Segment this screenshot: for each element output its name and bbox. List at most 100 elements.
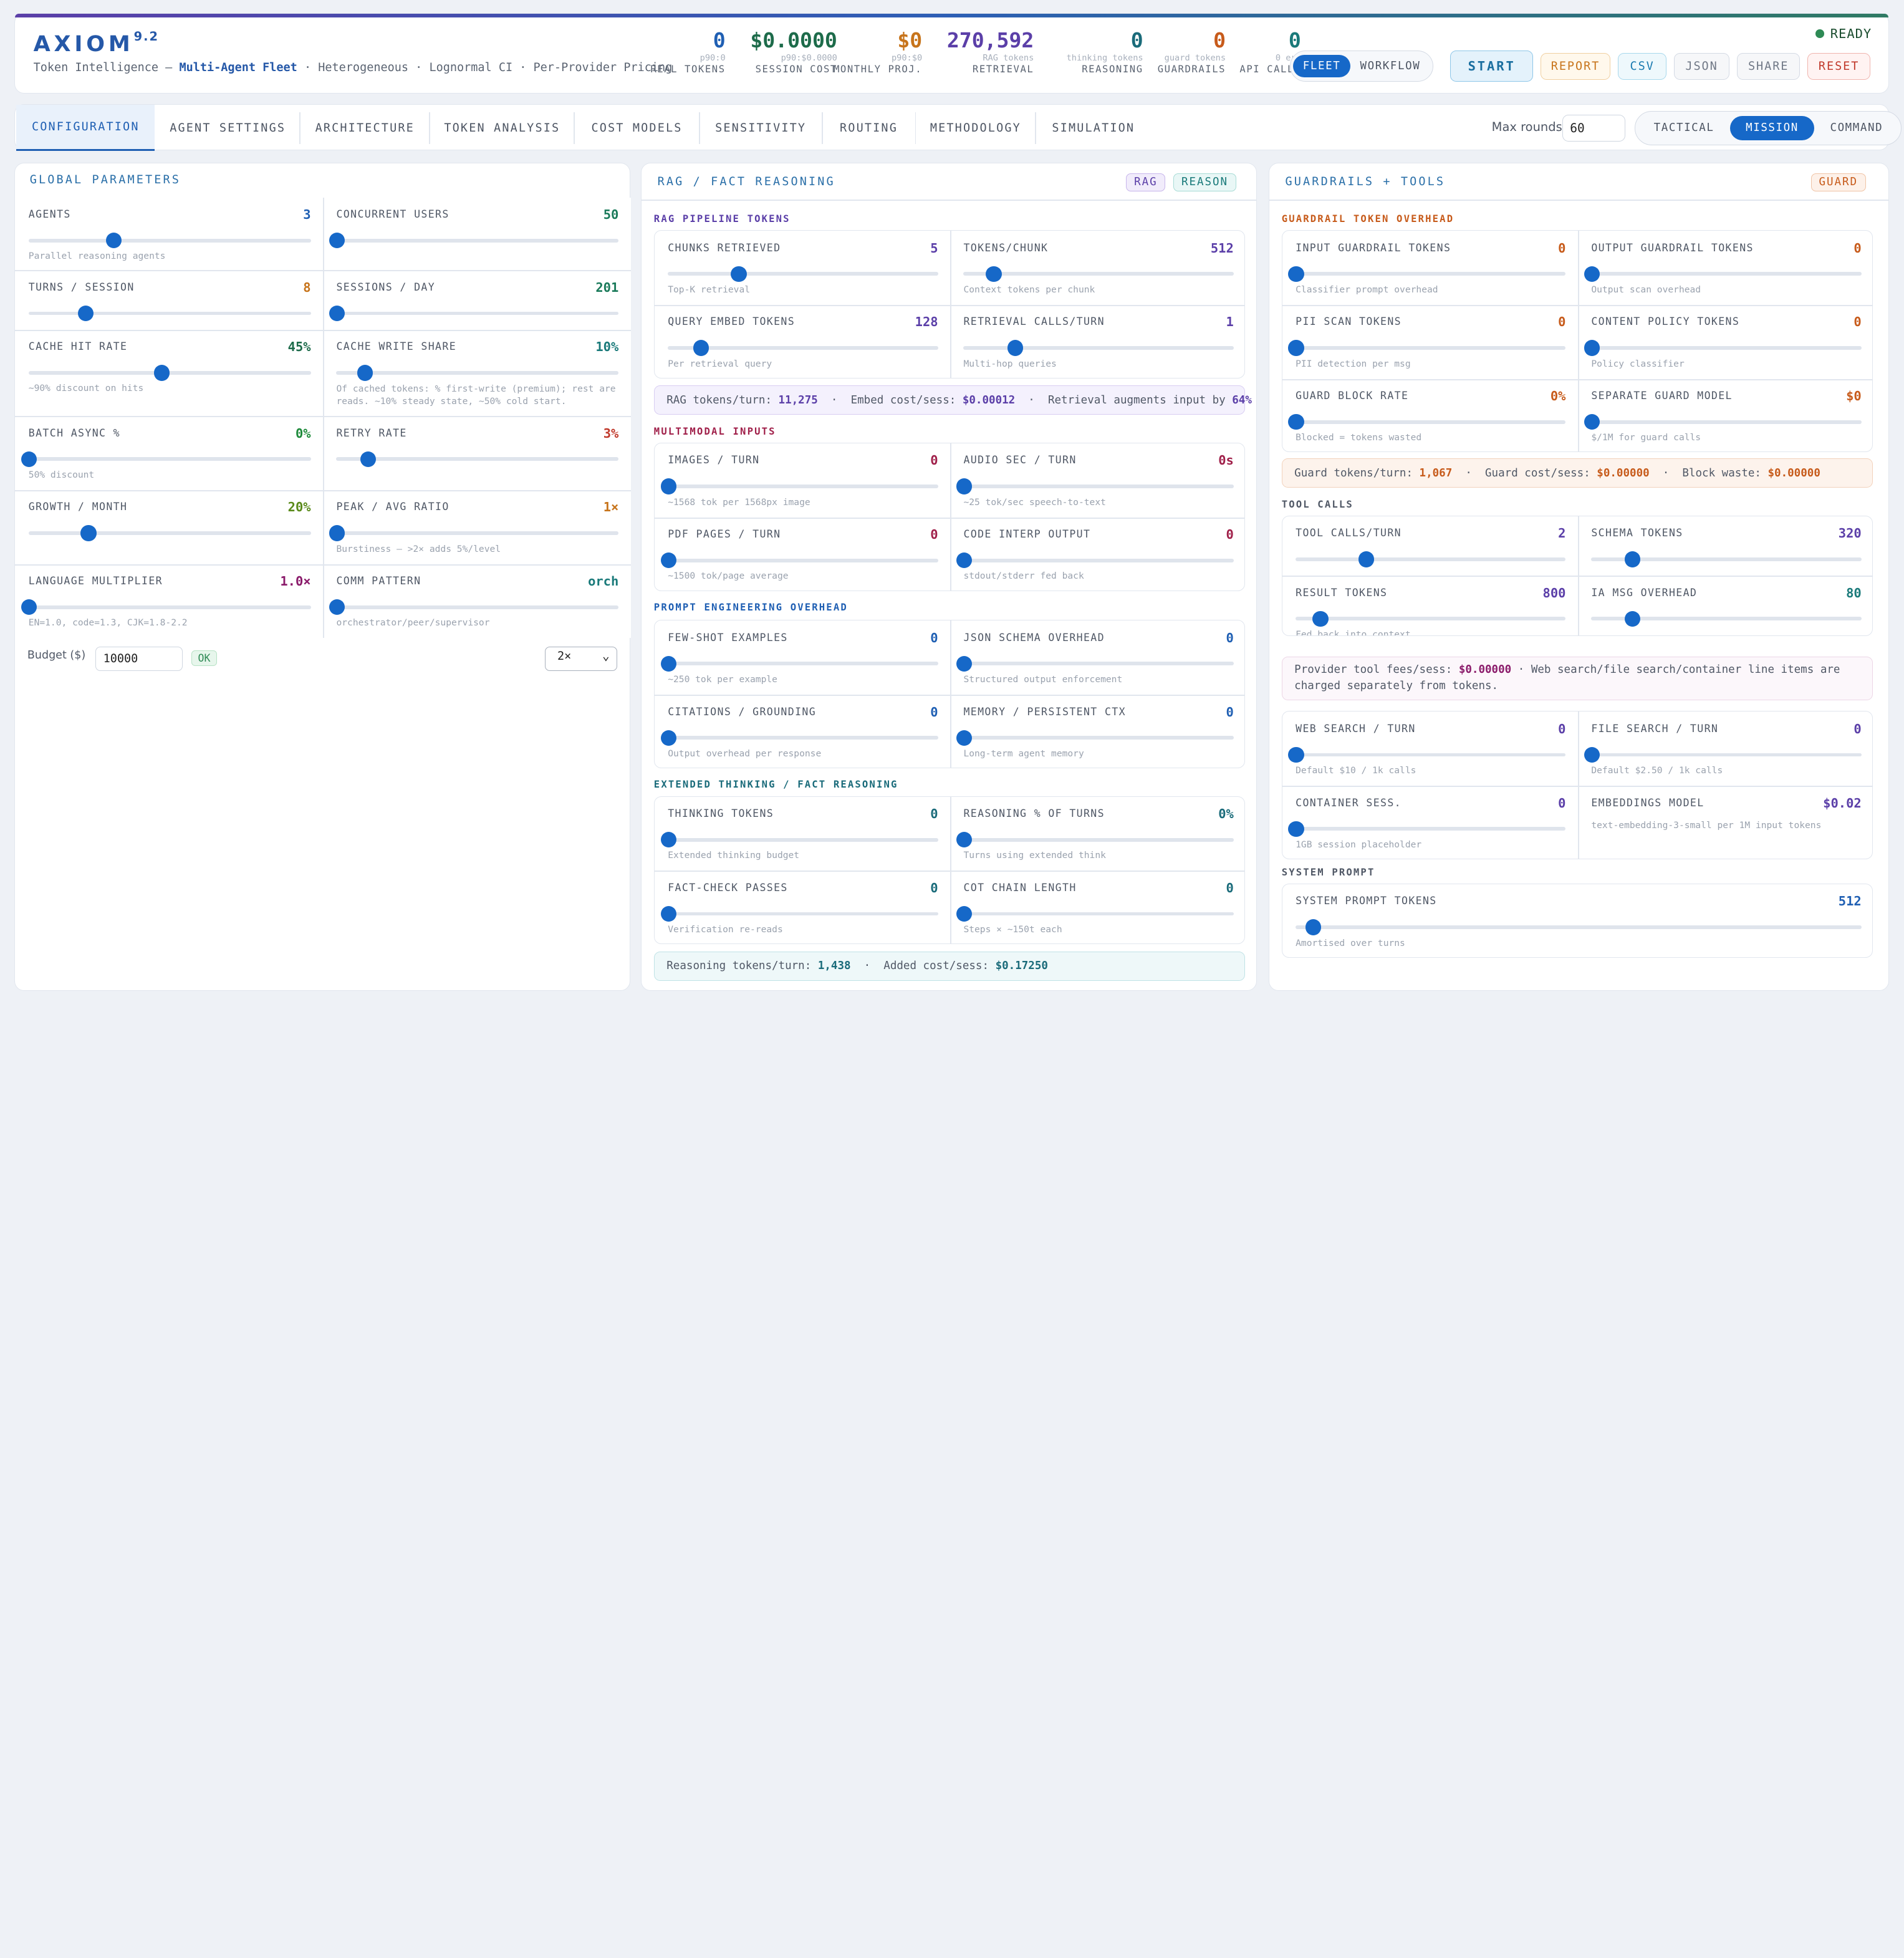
tab-sensitivity[interactable]: SENSITIVITY: [715, 121, 807, 135]
param-slider[interactable]: [963, 340, 1234, 356]
tab-configuration[interactable]: CONFIGURATION: [16, 105, 155, 152]
slider-thumb[interactable]: [1584, 340, 1600, 356]
slider-thumb[interactable]: [1624, 551, 1640, 567]
param-slider[interactable]: [1288, 414, 1566, 430]
slider-thumb[interactable]: [1288, 746, 1304, 763]
param-slider[interactable]: [1584, 266, 1862, 282]
slider-thumb[interactable]: [1584, 746, 1600, 763]
slider-thumb[interactable]: [1305, 919, 1321, 935]
param-slider[interactable]: [660, 552, 938, 569]
slider-thumb[interactable]: [1288, 340, 1304, 356]
slider-thumb[interactable]: [1358, 551, 1375, 567]
slider-thumb[interactable]: [986, 266, 1002, 282]
max-rounds-input[interactable]: [1562, 115, 1625, 142]
slider-thumb[interactable]: [660, 552, 676, 569]
param-slider[interactable]: [956, 552, 1234, 569]
param-slider[interactable]: [956, 655, 1234, 672]
slider-thumb[interactable]: [731, 266, 747, 282]
json-button[interactable]: JSON: [1673, 52, 1730, 80]
param-slider[interactable]: [668, 340, 938, 356]
slider-thumb[interactable]: [956, 730, 973, 746]
slider-thumb[interactable]: [77, 305, 94, 322]
slider-thumb[interactable]: [1007, 340, 1024, 356]
slider-thumb[interactable]: [1288, 414, 1304, 430]
param-slider[interactable]: [660, 905, 938, 922]
param-slider[interactable]: [660, 655, 938, 672]
param-slider[interactable]: [660, 730, 938, 746]
param-slider[interactable]: [1591, 610, 1862, 627]
slider-thumb[interactable]: [329, 599, 345, 615]
slider-thumb[interactable]: [1288, 821, 1304, 837]
param-slider[interactable]: [329, 525, 619, 541]
param-slider[interactable]: [956, 905, 1234, 922]
param-slider[interactable]: [1296, 610, 1566, 627]
mode-mission[interactable]: MISSION: [1729, 115, 1815, 141]
param-slider[interactable]: [660, 832, 938, 848]
param-slider[interactable]: [660, 478, 938, 494]
slider-thumb[interactable]: [357, 365, 373, 381]
slider-thumb[interactable]: [1584, 414, 1600, 430]
slider-thumb[interactable]: [329, 232, 345, 249]
param-slider[interactable]: [28, 525, 311, 541]
param-slider[interactable]: [28, 232, 311, 249]
slider-thumb[interactable]: [956, 478, 973, 494]
param-slider[interactable]: [21, 599, 311, 615]
param-slider[interactable]: [1591, 551, 1862, 567]
param-slider[interactable]: [1288, 746, 1566, 763]
slider-thumb[interactable]: [956, 832, 973, 848]
slider-thumb[interactable]: [80, 525, 97, 541]
param-slider[interactable]: [1584, 340, 1862, 356]
toggle-fleet[interactable]: FLEET: [1293, 55, 1350, 77]
tab-token-analysis[interactable]: TOKEN ANALYSIS: [444, 121, 560, 135]
slider-thumb[interactable]: [660, 905, 676, 922]
slider-thumb[interactable]: [660, 655, 676, 672]
budget-input[interactable]: [95, 647, 183, 672]
slider-thumb[interactable]: [21, 599, 37, 615]
slider-thumb[interactable]: [660, 730, 676, 746]
param-slider[interactable]: [336, 365, 619, 381]
slider-thumb[interactable]: [360, 451, 376, 467]
slider-thumb[interactable]: [1288, 266, 1304, 282]
tab-architecture[interactable]: ARCHITECTURE: [315, 121, 415, 135]
tab-cost-models[interactable]: COST MODELS: [591, 121, 683, 135]
report-button[interactable]: REPORT: [1540, 52, 1611, 80]
tab-simulation[interactable]: SIMULATION: [1052, 121, 1135, 135]
param-slider[interactable]: [336, 451, 619, 467]
reset-button[interactable]: RESET: [1807, 52, 1871, 80]
param-slider[interactable]: [956, 832, 1234, 848]
slider-thumb[interactable]: [693, 340, 709, 356]
slider-thumb[interactable]: [660, 832, 676, 848]
tab-routing[interactable]: ROUTING: [840, 121, 898, 135]
start-button[interactable]: START: [1450, 50, 1533, 82]
param-slider[interactable]: [329, 305, 619, 322]
multiplier-select[interactable]: 2× ⌄: [544, 647, 618, 672]
param-slider[interactable]: [21, 451, 311, 467]
param-slider[interactable]: [956, 478, 1234, 494]
param-slider[interactable]: [1288, 340, 1566, 356]
param-slider[interactable]: [1584, 746, 1862, 763]
slider-thumb[interactable]: [153, 365, 170, 381]
param-slider[interactable]: [329, 599, 619, 615]
param-slider[interactable]: [1296, 551, 1566, 567]
slider-thumb[interactable]: [660, 478, 676, 494]
slider-thumb[interactable]: [1624, 610, 1640, 627]
param-slider[interactable]: [1288, 821, 1566, 837]
tab-methodology[interactable]: METHODOLOGY: [930, 121, 1021, 135]
slider-thumb[interactable]: [105, 232, 122, 249]
mode-command[interactable]: COMMAND: [1830, 122, 1883, 135]
param-slider[interactable]: [1288, 266, 1566, 282]
budget-ok-button[interactable]: OK: [191, 650, 218, 666]
toggle-workflow[interactable]: WORKFLOW: [1360, 60, 1421, 73]
param-slider[interactable]: [668, 266, 938, 282]
slider-thumb[interactable]: [21, 451, 37, 467]
slider-thumb[interactable]: [1584, 266, 1600, 282]
tab-agent-settings[interactable]: AGENT SETTINGS: [170, 121, 286, 135]
param-slider[interactable]: [1296, 919, 1862, 935]
param-slider[interactable]: [329, 232, 619, 249]
slider-thumb[interactable]: [329, 525, 345, 541]
slider-thumb[interactable]: [329, 305, 345, 322]
share-button[interactable]: SHARE: [1737, 52, 1801, 80]
param-slider[interactable]: [28, 305, 311, 322]
slider-thumb[interactable]: [1312, 610, 1329, 627]
mode-tactical[interactable]: TACTICAL: [1653, 122, 1714, 135]
